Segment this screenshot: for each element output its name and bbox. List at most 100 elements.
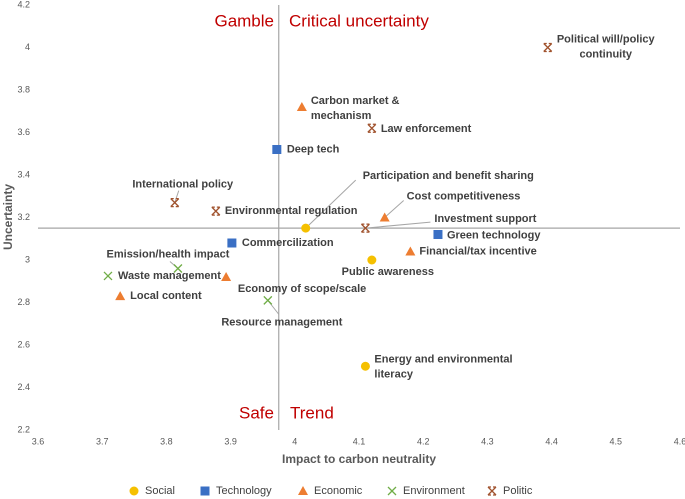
point-label: Carbon market & mechanism — [311, 95, 400, 122]
point-label: Local content — [130, 290, 202, 302]
point-label: Participation and benefit sharing — [363, 170, 534, 182]
marker-shape — [360, 223, 370, 233]
x-tick-label: 3.9 — [224, 436, 237, 446]
marker — [405, 246, 416, 256]
marker — [387, 486, 397, 496]
legend-label: Politic — [503, 485, 533, 497]
x-tick-label: 3.7 — [96, 436, 109, 446]
x-tick-label: 4 — [292, 436, 297, 446]
marker — [296, 102, 307, 111]
leader-line — [384, 200, 405, 218]
marker — [129, 486, 139, 496]
marker — [211, 206, 221, 216]
marker-shape — [173, 264, 183, 273]
point-label: Investment support — [434, 213, 536, 225]
marker — [298, 486, 308, 495]
marker — [367, 123, 377, 133]
y-tick-label: 3.2 — [17, 212, 30, 222]
y-tick-label: 3.6 — [17, 127, 30, 137]
marker — [367, 255, 377, 265]
marker-shape — [211, 206, 221, 216]
x-tick-label: 4.4 — [545, 436, 558, 446]
marker — [433, 230, 443, 239]
marker-shape — [387, 486, 397, 496]
marker-shape — [227, 238, 237, 248]
point-label: Cost competitiveness — [407, 190, 521, 202]
point-label: Economy of scope/scale — [238, 283, 366, 295]
y-tick-label: 3.8 — [17, 84, 30, 94]
leader-line — [174, 190, 180, 203]
marker — [263, 295, 273, 305]
marker-shape — [263, 295, 273, 305]
marker — [227, 238, 237, 248]
point-label: Public awareness — [342, 266, 434, 278]
point-label: Financial/tax incentive — [419, 245, 536, 257]
point-label: Commercilization — [242, 237, 334, 249]
x-tick-label: 3.6 — [32, 436, 45, 446]
point-label: Waste management — [118, 270, 221, 282]
marker — [115, 291, 126, 301]
point-label: Law enforcement — [381, 123, 472, 135]
x-axis-label: Impact to carbon neutrality — [282, 452, 436, 466]
quadrant-label: Safe — [239, 403, 274, 422]
y-tick-label: 2.8 — [17, 297, 30, 307]
point-label: International policy — [132, 179, 234, 191]
marker — [272, 145, 282, 154]
quadrant-label: Critical uncertainty — [289, 11, 429, 30]
marker — [221, 272, 232, 281]
x-tick-label: 4.5 — [610, 436, 623, 446]
y-tick-label: 3 — [25, 254, 30, 264]
x-tick-label: 4.3 — [481, 436, 494, 446]
x-tick-label: 4.1 — [353, 436, 366, 446]
marker-shape — [543, 42, 553, 53]
marker-shape — [129, 486, 139, 496]
point-label: Resource management — [221, 316, 342, 328]
point-label: Emission/health impact — [107, 248, 230, 260]
marker-shape — [200, 486, 210, 496]
x-tick-label: 3.8 — [160, 436, 173, 446]
marker-shape — [367, 255, 377, 265]
marker-shape — [170, 197, 180, 208]
x-tick-label: 4.6 — [674, 436, 685, 446]
marker-shape — [115, 291, 126, 301]
marker-shape — [379, 212, 390, 222]
point-label: Energy and environmental literacy — [374, 353, 512, 380]
quadrant-label: Gamble — [214, 11, 274, 30]
legend-label: Environment — [403, 485, 465, 497]
marker-shape — [103, 271, 113, 281]
marker-shape — [433, 230, 443, 239]
leader-line — [305, 179, 357, 229]
y-tick-label: 3.4 — [17, 169, 30, 179]
marker-shape — [296, 102, 307, 111]
marker-shape — [487, 486, 497, 496]
legend-label: Economic — [314, 485, 363, 497]
marker — [360, 223, 370, 233]
y-axis-label: Uncertainty — [1, 184, 15, 250]
marker-shape — [405, 246, 416, 256]
point-label: Deep tech — [287, 143, 340, 155]
marker-shape — [367, 123, 377, 133]
quadrant-label: Trend — [290, 403, 334, 422]
y-tick-label: 2.4 — [17, 382, 30, 392]
marker-shape — [221, 272, 232, 281]
marker — [170, 197, 180, 208]
marker — [173, 264, 183, 273]
point-label: Green technology — [447, 229, 541, 241]
marker — [379, 212, 390, 222]
marker — [487, 486, 497, 496]
x-tick-label: 4.2 — [417, 436, 430, 446]
marker — [200, 486, 210, 496]
leader-line — [365, 221, 431, 229]
y-tick-label: 2.2 — [17, 424, 30, 434]
y-tick-label: 4 — [25, 42, 30, 52]
marker-shape — [272, 145, 282, 154]
marker — [301, 223, 311, 233]
point-label: Political will/policy continuity — [557, 33, 656, 60]
marker — [103, 271, 113, 281]
marker-shape — [298, 486, 308, 495]
marker-shape — [360, 361, 370, 371]
marker-shape — [301, 223, 311, 233]
y-tick-label: 4.2 — [17, 0, 30, 9]
y-tick-label: 2.6 — [17, 339, 30, 349]
